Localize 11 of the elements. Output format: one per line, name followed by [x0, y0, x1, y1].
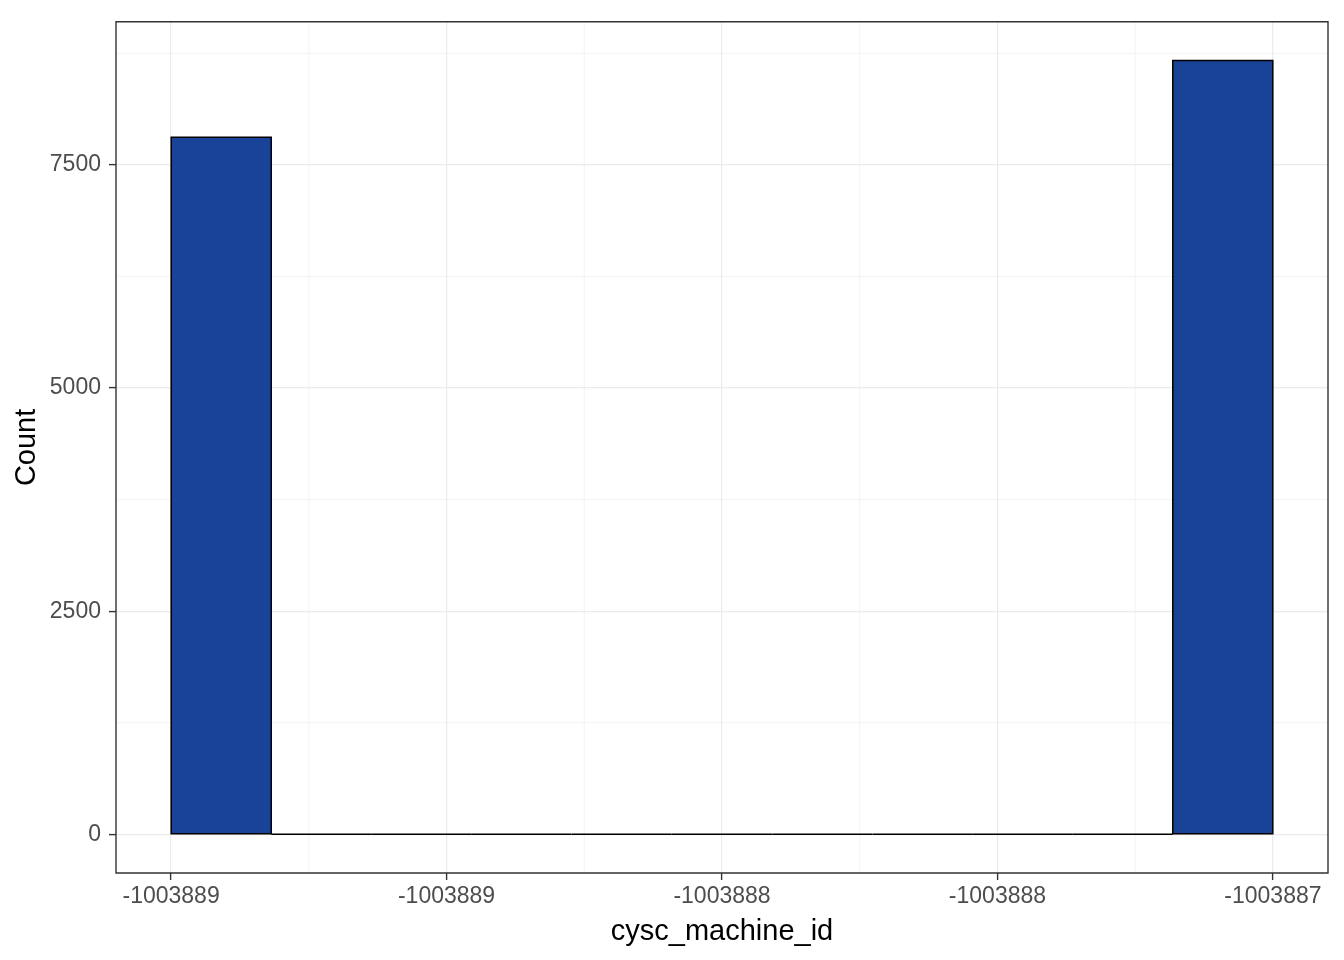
x-tick-label: -1003889	[397, 882, 496, 909]
x-tick-label: -1003888	[673, 882, 771, 909]
y-tick-label: 5000	[49, 373, 101, 400]
x-tick-label: -1003888	[948, 882, 1047, 909]
y-tick-label: 2500	[49, 596, 101, 623]
x-tick-label: -1003887	[1224, 882, 1322, 909]
x-tick-label: -1003889	[122, 882, 220, 909]
y-tick-label: 7500	[49, 150, 101, 177]
y-axis-title: Count	[9, 408, 42, 487]
y-tick-label: 0	[88, 819, 101, 846]
x-axis-title: cysc_machine_id	[610, 913, 834, 946]
